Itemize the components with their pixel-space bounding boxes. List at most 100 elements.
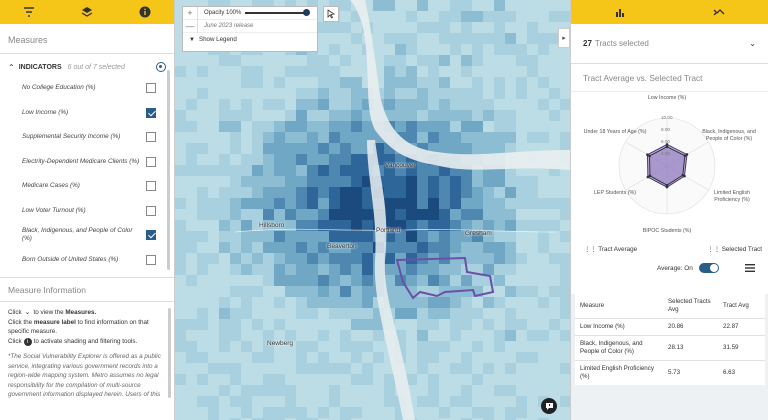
opacity-slider[interactable] [245, 9, 311, 16]
table-cell: 31.59 [718, 335, 765, 361]
comparison-table: Measure Selected Tracts Avg Tract Avg Low … [575, 294, 765, 385]
measure-info-section: Measure Information Click ⌄ to view the Me… [0, 277, 174, 400]
indicator-label[interactable]: No College Education (%) [22, 84, 96, 92]
city-label: Beaverton [327, 243, 357, 250]
show-legend-button[interactable]: ▼ Show Legend [183, 33, 317, 46]
info-scrollbar[interactable] [168, 308, 171, 398]
indicator-checkbox[interactable] [146, 107, 156, 118]
mi-bold: Measures. [65, 309, 97, 316]
city-label: Vancouver [385, 162, 416, 169]
measure-info-title: Measure Information [0, 278, 174, 302]
info-tab[interactable] [116, 0, 174, 24]
table-cell: Limited English Proficiency (%) [575, 360, 663, 385]
legend-label: Tract Average [598, 245, 638, 253]
right-toolbar [571, 0, 768, 24]
indicator-scrollbar[interactable] [167, 70, 170, 270]
indicator-label[interactable]: Low Voter Turnout (%) [22, 206, 86, 214]
tracts-count: 27 [583, 39, 592, 48]
comparison-table-container: Measure Selected Tracts Avg Tract Avg Low … [571, 294, 768, 420]
list-icon[interactable] [744, 264, 755, 272]
radar-axis-label: Limited English Proficiency (%) [714, 190, 750, 203]
indicators-count: 6 out of 7 selected [67, 63, 125, 71]
bar-chart-icon [616, 9, 625, 17]
info-icon [139, 6, 151, 18]
mi-text: Click [8, 309, 22, 316]
radar-axis-label: LEP Students (%) [593, 190, 636, 196]
chevron-down-icon[interactable]: ⌄ [749, 39, 756, 48]
indicator-label[interactable]: Electrity-Dependent Medicare Clients (%) [22, 157, 140, 165]
table-cell: 22.87 [718, 318, 765, 336]
indicator-item[interactable]: Medicare Cases (%) [22, 174, 156, 199]
indicator-label[interactable]: Supplemental Security Income (%) [22, 133, 121, 141]
left-toolbar [0, 0, 174, 24]
tracts-selector[interactable]: 27 Tracts selected ⌄ [571, 24, 768, 64]
feedback-button[interactable] [541, 398, 557, 414]
indicator-item[interactable]: Low Voter Turnout (%) [22, 199, 156, 224]
caret-down-icon: ▼ [189, 36, 195, 43]
radar-axis-label: Under 18 Years of Age (%) [583, 129, 647, 135]
map-controls: + Opacity 100% — June 2023 release ▼ Sho… [182, 6, 318, 52]
table-cell: 28.13 [663, 335, 718, 361]
average-toggle[interactable] [698, 263, 719, 273]
table-header: Selected Tracts Avg [668, 298, 711, 313]
legend-tract-average[interactable]: ⋮⋮ Tract Average [584, 246, 637, 253]
indicators-title: INDICATORS [18, 63, 62, 71]
indicator-item[interactable]: Black, Indigenous, and People of Color (… [22, 223, 156, 248]
indicator-item[interactable]: Low Income (%) [22, 101, 156, 126]
show-legend-label: Show Legend [198, 36, 237, 43]
mi-text: to activate shading and filtering tools. [33, 337, 138, 345]
indicator-label[interactable]: Medicare Cases (%) [22, 182, 80, 190]
indicator-item[interactable]: No College Education (%) [22, 76, 156, 101]
indicator-label[interactable]: Born Outside of United States (%) [22, 255, 119, 263]
chart-tab[interactable] [571, 0, 670, 24]
zoom-in-button[interactable]: + [183, 6, 198, 20]
measures-title: Measures [0, 24, 174, 54]
bracket-icon: ⋮⋮ [707, 245, 720, 253]
zoom-out-button[interactable]: — [183, 19, 198, 33]
tracts-label: Tracts selected [594, 39, 649, 48]
indicator-item[interactable]: Electrity-Dependent Medicare Clients (%) [22, 150, 156, 175]
legend-selected-tract[interactable]: ⋮⋮ Selected Tract [707, 246, 762, 253]
opacity-label: Opacity 100% [204, 10, 242, 16]
radar-axis-label: Black, Indigenous, and People of Color (… [702, 129, 756, 142]
radar-axis-label: BIPOC Students (%) [642, 228, 692, 234]
average-toggle-row: Average: On [571, 256, 768, 280]
indicator-item[interactable]: Supplemental Security Income (%) [22, 125, 156, 150]
indicator-checkbox[interactable] [146, 132, 156, 143]
right-panel: 27 Tracts selected ⌄ Tract Average vs. S… [570, 0, 768, 420]
release-label: June 2023 release [204, 23, 254, 29]
indicator-checkbox[interactable] [146, 156, 156, 167]
indicator-item[interactable]: Born Outside of United States (%) [22, 248, 156, 273]
select-tool-button[interactable] [323, 6, 339, 22]
indicator-label[interactable]: Low Income (%) [22, 108, 69, 116]
choropleth-map[interactable] [175, 0, 570, 420]
table-row: Limited English Proficiency (%) 5.73 6.63 [575, 360, 765, 385]
indicator-checkbox[interactable] [146, 83, 156, 94]
indicator-checkbox[interactable] [146, 205, 156, 216]
city-label: Hillsboro [259, 222, 285, 229]
left-panel: Measures ⌃ INDICATORS 6 out of 7 selecte… [0, 0, 175, 420]
mi-text: to find information on that specific mea… [8, 318, 149, 336]
mi-text: Click the [8, 318, 33, 326]
filter-tab[interactable] [0, 0, 58, 24]
table-cell: Low Income (%) [575, 318, 663, 336]
chevron-up-icon[interactable]: ⌃ [8, 62, 15, 72]
radar-axis-label: Low Income (%) [647, 95, 687, 101]
average-label: Average: On [657, 264, 693, 272]
indicator-checkbox[interactable] [146, 230, 156, 241]
city-label: Newberg [267, 340, 294, 347]
measure-info-body: Click ⌄ to view the Measures. Click the me… [0, 302, 174, 400]
indicators-radio[interactable] [156, 62, 166, 72]
indicator-checkbox[interactable] [146, 254, 156, 265]
table-header: Measure [580, 302, 605, 309]
map-view[interactable]: + Opacity 100% — June 2023 release ▼ Sho… [175, 0, 570, 420]
trend-tab[interactable] [670, 0, 768, 24]
layers-tab[interactable] [58, 0, 116, 24]
table-cell: 20.86 [663, 318, 718, 336]
chat-icon [545, 402, 553, 410]
mi-text: Click [8, 337, 22, 345]
indicators-header[interactable]: ⌃ INDICATORS 6 out of 7 selected [0, 54, 174, 76]
collapse-panel-button[interactable]: ▸ [558, 28, 570, 48]
indicator-label[interactable]: Black, Indigenous, and People of Color (… [22, 227, 133, 243]
indicator-checkbox[interactable] [146, 181, 156, 192]
